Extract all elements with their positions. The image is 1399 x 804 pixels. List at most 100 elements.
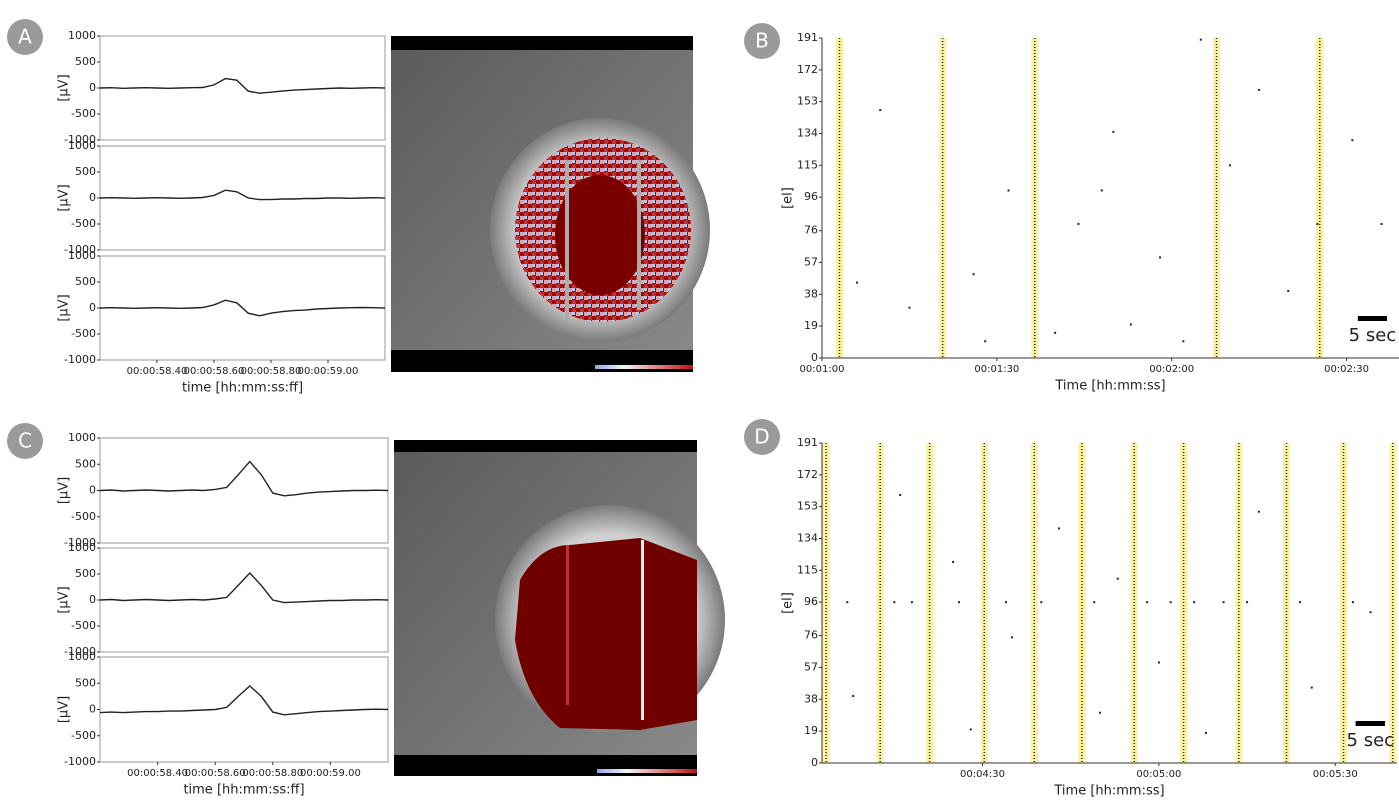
y-tick-label: 96 — [804, 595, 818, 608]
x-tick-label: 00:05:30 — [1313, 769, 1358, 780]
spike — [1157, 661, 1160, 664]
x-tick-label: 00:00:58.60 — [185, 768, 246, 779]
x-tick-label: 00:00:58.80 — [241, 366, 302, 377]
plot-frame — [99, 656, 389, 763]
y-tick-label: -1000 — [64, 353, 96, 366]
x-axis-label: Time [hh:mm:ss] — [1054, 379, 1165, 394]
y-tick-label: 153 — [797, 500, 818, 513]
y-tick-label: 500 — [75, 55, 96, 68]
spike — [1298, 601, 1301, 604]
y-tick-label: -500 — [71, 217, 96, 230]
y-tick-label: 96 — [804, 190, 818, 203]
trace — [99, 299, 386, 317]
trace — [99, 77, 386, 94]
spike — [1351, 139, 1354, 142]
spike — [1369, 611, 1372, 614]
x-axis-label: Time [hh:mm:ss] — [1053, 784, 1164, 799]
spike — [1258, 88, 1261, 91]
spike — [952, 560, 955, 563]
trace — [99, 571, 389, 604]
spike — [910, 601, 913, 604]
spike — [1246, 601, 1249, 604]
spike — [1112, 130, 1115, 133]
spike — [1159, 256, 1162, 259]
panel-badge — [744, 419, 780, 455]
y-tick-label: -1000 — [64, 645, 96, 658]
x-tick-label: 00:00:58.40 — [127, 366, 188, 377]
y-tick-label: 0 — [89, 81, 96, 94]
panel-badge — [744, 23, 780, 59]
y-tick-label: -500 — [71, 729, 96, 742]
y-tick-label: 0 — [811, 351, 818, 364]
y-tick-label: 0 — [89, 484, 96, 497]
y-tick-label: 153 — [797, 95, 818, 108]
y-tick-label: 0 — [89, 703, 96, 716]
y-tick-label: 500 — [75, 165, 96, 178]
spike — [1351, 601, 1354, 604]
spike — [1007, 189, 1010, 192]
spike — [1257, 510, 1260, 513]
y-tick-label: 1000 — [68, 29, 96, 42]
y-tick-label: 19 — [804, 319, 818, 332]
spike — [1287, 289, 1290, 292]
spike — [908, 306, 911, 309]
y-tick-label: 57 — [804, 256, 818, 269]
y-tick-label: 115 — [797, 563, 818, 576]
spike — [1199, 38, 1202, 41]
trace — [99, 684, 389, 716]
x-tick-label: 00:00:58.60 — [184, 366, 245, 377]
spike — [969, 728, 972, 731]
x-tick-label: 00:02:30 — [1324, 364, 1369, 375]
spike — [893, 601, 896, 604]
y-tick-label: 134 — [797, 531, 818, 544]
spike — [855, 281, 858, 284]
x-tick-label: 00:00:59.00 — [300, 768, 361, 779]
y-tick-label: 0 — [89, 593, 96, 606]
x-tick-label: 00:00:58.80 — [242, 768, 303, 779]
y-tick-label: -500 — [71, 107, 96, 120]
trace — [99, 189, 386, 201]
y-tick-label: 191 — [797, 436, 818, 449]
x-tick-label: 00:00:58.40 — [127, 768, 188, 779]
panel-label: D — [754, 425, 769, 449]
spike — [1169, 601, 1172, 604]
y-tick-label: 500 — [75, 567, 96, 580]
panel-label: C — [18, 429, 32, 453]
scale-bar-label: 5 sec — [1347, 730, 1395, 751]
spike — [1005, 601, 1008, 604]
y-tick-label: 1000 — [68, 249, 96, 262]
y-tick-label: -500 — [71, 619, 96, 632]
y-axis-label: [µV] — [57, 74, 72, 101]
y-tick-label: -500 — [71, 327, 96, 340]
y-axis-label: [µV] — [57, 184, 72, 211]
x-axis-label: time [hh:mm:ss:ff] — [183, 783, 304, 798]
spike — [1310, 686, 1313, 689]
spike — [1129, 323, 1132, 326]
spike — [1010, 636, 1013, 639]
y-tick-label: 500 — [75, 457, 96, 470]
panel-badge — [7, 19, 43, 55]
spike — [984, 340, 987, 343]
image-a — [391, 36, 710, 372]
spike — [1100, 189, 1103, 192]
spike — [846, 601, 849, 604]
y-tick-label: -1000 — [64, 536, 96, 549]
y-axis-label: [µV] — [57, 586, 72, 613]
y-tick-label: 172 — [797, 63, 818, 76]
spike — [972, 273, 975, 276]
scale-bar — [1357, 316, 1387, 321]
y-tick-label: 0 — [89, 301, 96, 314]
spike — [879, 109, 882, 112]
spike — [1054, 331, 1057, 334]
spike — [1182, 340, 1185, 343]
y-tick-label: 1000 — [68, 139, 96, 152]
y-axis-label: [µV] — [57, 696, 72, 723]
y-tick-label: 38 — [804, 287, 818, 300]
scale-bar-label: 5 sec — [1349, 325, 1397, 346]
spike — [1380, 222, 1383, 225]
y-tick-label: 1000 — [68, 650, 96, 663]
x-tick-label: 00:00:59.00 — [298, 366, 359, 377]
y-axis-label: [el] — [781, 187, 796, 209]
scale-bar — [1355, 721, 1385, 726]
y-axis-label: [el] — [781, 592, 796, 614]
